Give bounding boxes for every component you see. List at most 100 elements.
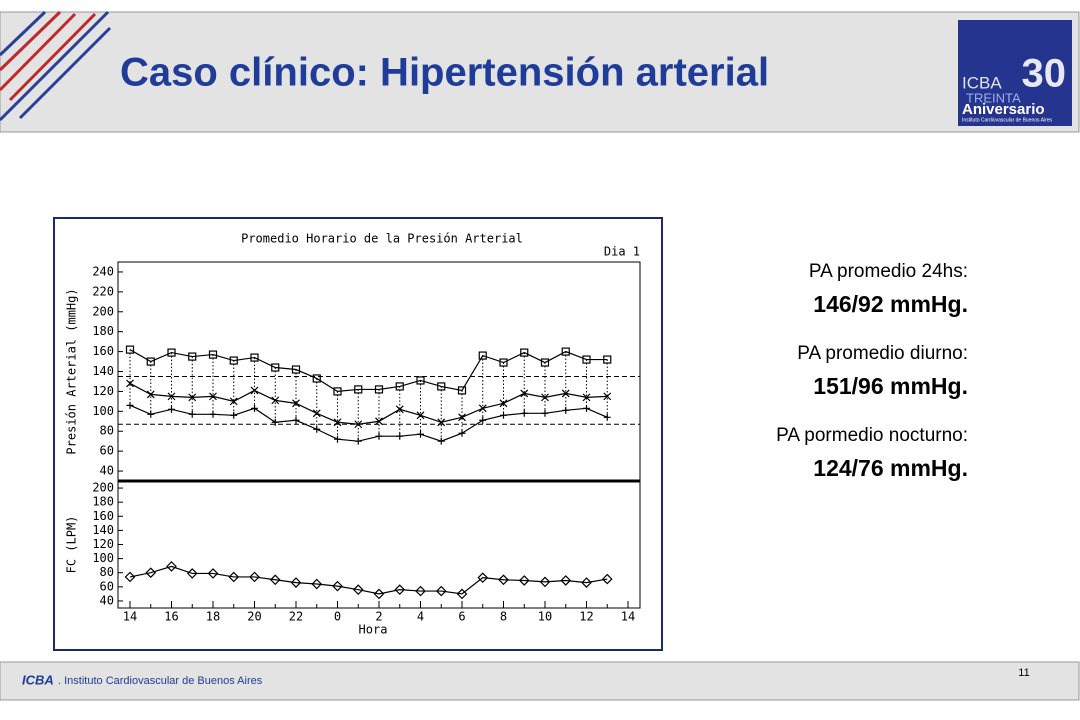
- y-axis-label: FC (LPM): [65, 516, 79, 574]
- point: [479, 416, 487, 424]
- summary-label: PA pormedio nocturno:: [776, 425, 968, 446]
- point: [562, 406, 570, 414]
- logo-institute: Instituto Cardiovascular de Buenos Aires: [962, 117, 1053, 123]
- point: [456, 588, 468, 600]
- y-tick-label: 60: [100, 579, 114, 593]
- point: [229, 356, 238, 365]
- point: [603, 355, 612, 364]
- point: [292, 416, 300, 424]
- slide-title: Caso clínico: Hipertensión arterial: [120, 51, 769, 95]
- y-tick-label: 200: [92, 304, 114, 318]
- point: [230, 411, 238, 419]
- point: [333, 387, 342, 396]
- x-tick-label: 2: [375, 610, 382, 624]
- point: [168, 405, 175, 413]
- y-axis-label: Presión Arterial (mmHg): [65, 288, 79, 454]
- point: [271, 363, 280, 372]
- y-tick-label: 240: [92, 264, 114, 278]
- point: [209, 392, 217, 401]
- chart-title: Promedio Horario de la Presión Arterial: [241, 232, 523, 246]
- x-tick-label: 4: [417, 610, 424, 624]
- point: [499, 399, 508, 408]
- x-tick-label: 0: [334, 610, 341, 624]
- summary-value: 146/92 mmHg.: [813, 291, 968, 317]
- point: [146, 357, 155, 366]
- point: [229, 397, 238, 406]
- point: [249, 571, 260, 583]
- x-tick-label: 18: [206, 610, 220, 624]
- point: [560, 575, 572, 586]
- point: [271, 396, 280, 405]
- point: [561, 389, 570, 398]
- point: [541, 409, 549, 417]
- point: [395, 382, 404, 391]
- point: [352, 584, 364, 596]
- page-number: 11: [1018, 667, 1029, 679]
- point: [416, 411, 425, 420]
- point: [228, 571, 240, 583]
- point: [603, 413, 611, 421]
- point: [540, 358, 550, 367]
- logo-number: 30: [1022, 52, 1067, 96]
- logo-brand: ICBA: [962, 73, 1002, 92]
- point: [124, 571, 136, 583]
- x-tick-label: 10: [538, 610, 552, 624]
- point: [499, 358, 508, 367]
- y-tick-label: 180: [92, 324, 114, 338]
- point: [333, 418, 342, 427]
- y-tick-label: 120: [92, 537, 114, 551]
- y-tick-label: 80: [100, 424, 114, 438]
- point: [437, 418, 446, 427]
- point: [416, 376, 425, 385]
- point: [458, 429, 466, 437]
- point: [582, 393, 591, 402]
- point: [435, 585, 447, 597]
- point: [291, 365, 301, 374]
- y-tick-label: 100: [92, 404, 114, 418]
- point: [437, 437, 445, 445]
- series-line: [129, 382, 608, 425]
- point: [354, 437, 362, 445]
- y-tick-label: 140: [92, 523, 114, 537]
- y-tick-label: 80: [100, 565, 114, 579]
- point: [250, 353, 259, 362]
- header-decoration: [0, 10, 112, 122]
- point: [437, 382, 446, 391]
- point: [311, 578, 323, 590]
- footer-text: . Instituto Cardiovascular de Buenos Air…: [58, 675, 263, 687]
- point: [125, 345, 135, 354]
- point: [313, 425, 321, 433]
- point: [541, 393, 549, 402]
- point: [167, 392, 176, 401]
- point: [250, 386, 259, 395]
- point: [312, 409, 321, 418]
- point: [561, 347, 570, 356]
- x-tick-label: 14: [123, 610, 137, 624]
- point: [188, 352, 197, 361]
- point: [209, 410, 217, 418]
- point: [354, 420, 363, 429]
- point: [292, 399, 300, 408]
- x-tick-label: 12: [579, 610, 593, 624]
- point: [354, 385, 363, 394]
- x-tick-label: 8: [500, 610, 507, 624]
- point: [251, 404, 258, 412]
- y-tick-label: 220: [92, 284, 114, 298]
- summary-label: PA promedio diurno:: [797, 343, 968, 364]
- summary-value: 124/76 mmHg.: [813, 455, 968, 481]
- point: [126, 401, 134, 409]
- point: [582, 355, 591, 364]
- summary-value: 151/96 mmHg.: [813, 373, 968, 399]
- point: [373, 588, 385, 600]
- point: [167, 348, 176, 357]
- point: [498, 574, 509, 586]
- y-tick-label: 160: [92, 344, 114, 358]
- point: [417, 430, 424, 438]
- point: [312, 374, 321, 383]
- point: [518, 575, 530, 586]
- point: [458, 413, 466, 422]
- chart-subtitle: Dia 1: [604, 245, 640, 259]
- point: [375, 432, 383, 440]
- point: [186, 568, 198, 579]
- point: [539, 576, 551, 588]
